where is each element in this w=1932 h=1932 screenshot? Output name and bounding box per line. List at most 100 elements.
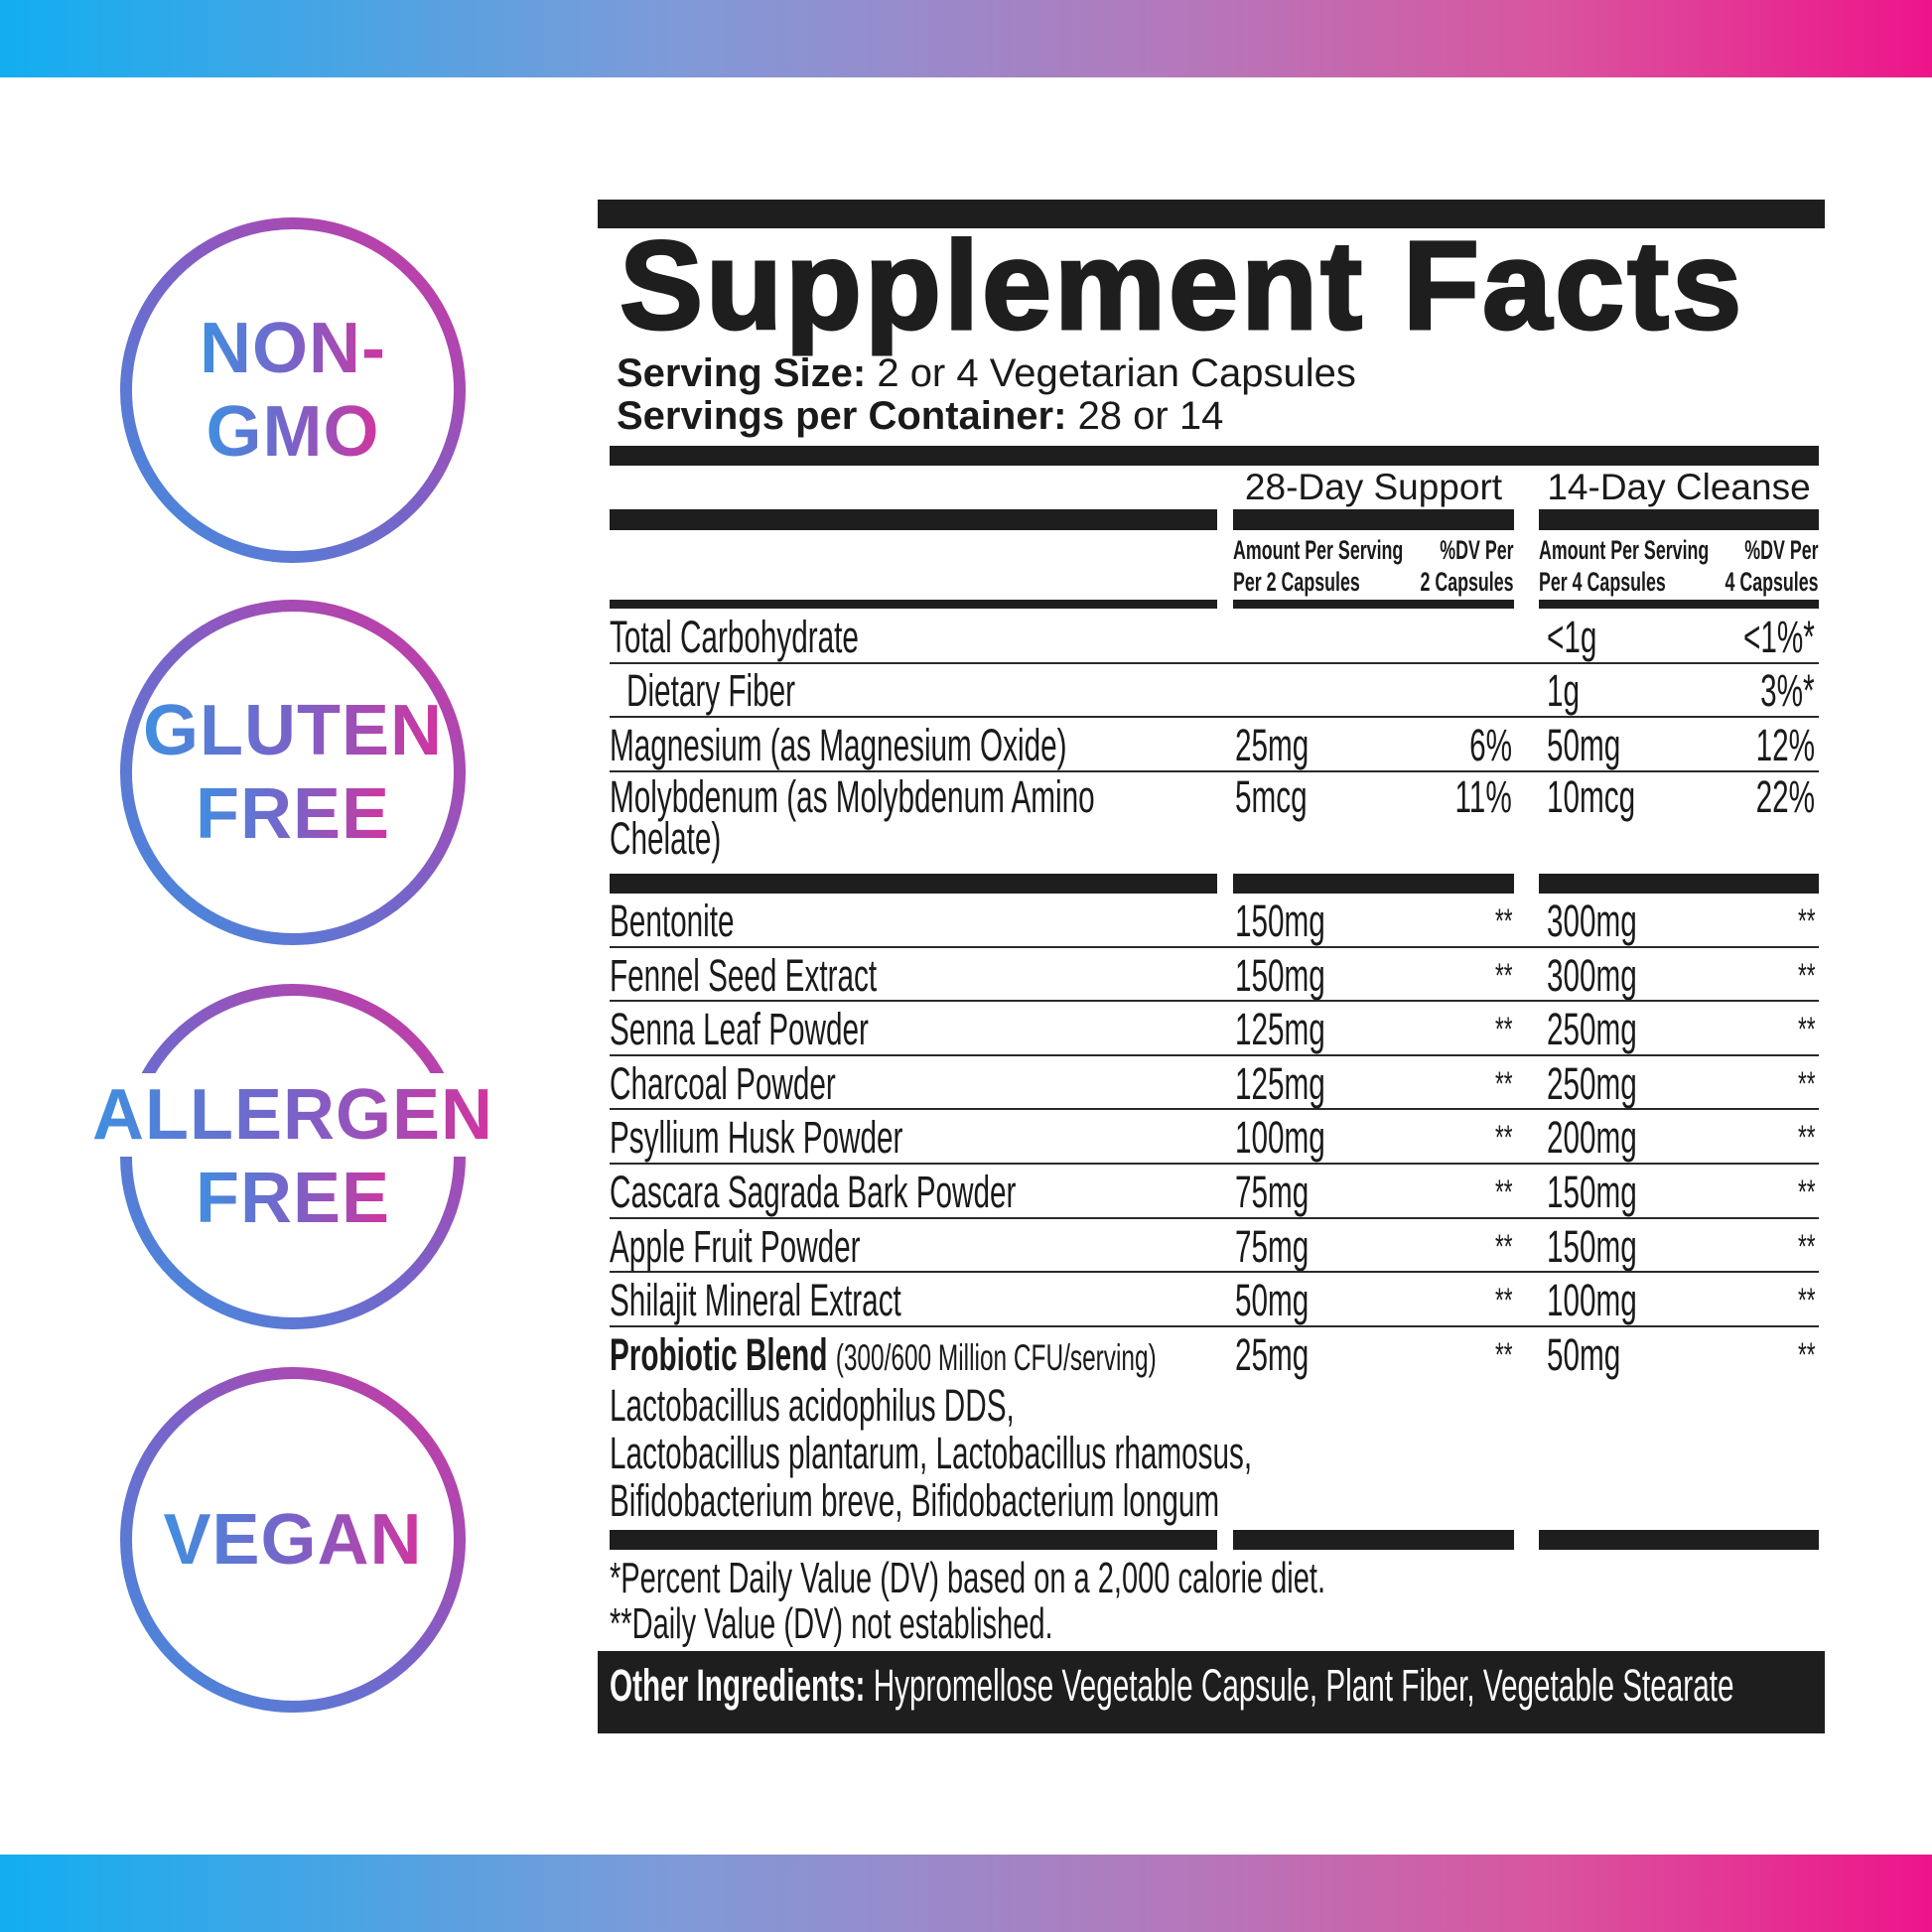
amount-14-day: 150mg: [1547, 1166, 1637, 1217]
badge-text: NON-: [200, 309, 386, 388]
amount-header-14: Amount Per Serving Per 4 Capsules: [1539, 535, 1710, 597]
amount-14-day: 300mg: [1547, 896, 1637, 946]
section-rule: [1233, 509, 1514, 530]
dv-14-day: 3%*: [1760, 665, 1815, 716]
dv-14-day: **: [1797, 1011, 1815, 1049]
section-rule: [1233, 600, 1514, 609]
dv-14-day: **: [1797, 1335, 1815, 1374]
amount-28-day: 100mg: [1235, 1112, 1325, 1164]
section-rule: [1539, 874, 1819, 894]
servings-per-container: Servings per Container: 28 or 14: [617, 394, 1223, 438]
ingredient-name: Fennel Seed Extract: [610, 949, 878, 1001]
amount-28-day: 125mg: [1235, 1004, 1325, 1055]
servings-value: 28 or 14: [1077, 394, 1224, 438]
table-row: Charcoal Powder 125mg ** 250mg **: [610, 1056, 1819, 1111]
table-row: Probiotic Blend (300/600 Million CFU/ser…: [610, 1327, 1819, 1383]
amount-14-day: 200mg: [1547, 1112, 1637, 1164]
section-rule: [1233, 1530, 1514, 1550]
ingredient-name: Charcoal Powder: [610, 1057, 836, 1109]
probiotic-detail: (300/600 Million CFU/serving): [835, 1336, 1157, 1378]
table-row: Psyllium Husk Powder 100mg ** 200mg **: [610, 1110, 1819, 1165]
dv-14-day: **: [1797, 1064, 1815, 1103]
badge-text: FREE: [191, 1157, 395, 1240]
other-ingredients-value: Hypromellose Vegetable Capsule, Plant Fi…: [873, 1660, 1734, 1711]
top-rule: [598, 200, 1825, 228]
section-rule: [610, 509, 1217, 530]
amount-14-day: 250mg: [1547, 1004, 1637, 1055]
badge-text: ALLERGEN: [88, 1073, 497, 1157]
amount-28-day: 5mcg: [1235, 771, 1308, 822]
badge: VEGAN: [109, 1356, 477, 1724]
table-row: Dietary Fiber 1g 3%*: [610, 664, 1819, 718]
dv-14-day: **: [1797, 902, 1815, 940]
section-rule: [1233, 874, 1514, 894]
dv-14-day: <1%*: [1743, 612, 1815, 662]
dv-28-day: 11%: [1454, 771, 1512, 822]
badge-text: VEGAN: [163, 1500, 423, 1580]
nutrient-rows: Total Carbohydrate <1g <1%* Dietary Fiber 1…: [610, 609, 1819, 874]
dv-14-day: 12%: [1755, 720, 1815, 770]
badge: ALLERGEN FREE: [88, 973, 497, 1340]
dv-14-day: 22%: [1755, 771, 1815, 822]
amount-28-day: 150mg: [1235, 896, 1325, 946]
amount-14-day: 150mg: [1547, 1220, 1637, 1272]
amount-28-day: 150mg: [1235, 949, 1325, 1001]
bottom-gradient-bar: [0, 1855, 1932, 1932]
amount-14-day: 10mcg: [1547, 771, 1636, 822]
dv-14-day: **: [1797, 1227, 1815, 1266]
ingredient-name: Magnesium (as Magnesium Oxide): [610, 720, 1067, 770]
dv-28-day: **: [1494, 1119, 1512, 1158]
strain-line: Lactobacillus acidophilus DDS,: [610, 1380, 1015, 1431]
dv-28-day: **: [1494, 1173, 1512, 1211]
amount-14-day: 250mg: [1547, 1057, 1637, 1109]
dv-28-day: **: [1494, 1011, 1512, 1049]
dv-14-day: **: [1797, 1282, 1815, 1320]
table-row: Bentonite 150mg ** 300mg **: [610, 894, 1819, 948]
badge-text: GMO: [206, 392, 380, 472]
dv-28-day: **: [1494, 1282, 1512, 1320]
dv-28-day: **: [1494, 956, 1512, 995]
serving-size: Serving Size: 2 or 4 Vegetarian Capsules: [617, 351, 1356, 395]
ingredient-name: Senna Leaf Powder: [610, 1004, 869, 1055]
dv-14-day: **: [1797, 1173, 1815, 1211]
serving-size-value: 2 or 4 Vegetarian Capsules: [877, 351, 1356, 395]
probiotic-strains: Lactobacillus acidophilus DDS, Lactobaci…: [610, 1382, 1584, 1525]
table-row: Molybdenum (as Molybdenum Amino Chelate)…: [610, 772, 1819, 874]
ingredient-name: Cascara Sagrada Bark Powder: [610, 1166, 1017, 1217]
dv-28-day: **: [1494, 1227, 1512, 1266]
ingredient-name: Molybdenum (as Molybdenum Amino Chelate): [610, 771, 1095, 864]
amount-14-day: 50mg: [1547, 1328, 1621, 1380]
table-row: Cascara Sagrada Bark Powder 75mg ** 150mg **: [610, 1165, 1819, 1219]
ingredient-name: Probiotic Blend (300/600 Million CFU/ser…: [610, 1327, 1205, 1386]
table-row: Total Carbohydrate <1g <1%*: [610, 609, 1819, 664]
circle-badge-icon: [120, 984, 466, 1329]
ingredient-name: Apple Fruit Powder: [610, 1220, 861, 1272]
top-gradient-bar: [0, 0, 1932, 77]
section-rule: [610, 600, 1217, 609]
table-row: Apple Fruit Powder 75mg ** 150mg **: [610, 1219, 1819, 1274]
amount-28-day: 75mg: [1235, 1166, 1310, 1217]
amount-14-day: 300mg: [1547, 949, 1637, 1001]
column-title-14-day: 14-Day Cleanse: [1547, 467, 1811, 507]
footnote-not-established: **Daily Value (DV) not established.: [610, 1599, 1053, 1648]
amount-14-day: 100mg: [1547, 1275, 1637, 1326]
amount-header-28: Amount Per Serving Per 2 Capsules: [1233, 535, 1404, 597]
ingredient-name: Shilajit Mineral Extract: [610, 1275, 901, 1326]
amount-14-day: <1g: [1547, 612, 1597, 662]
dv-header-28: %DV Per 2 Capsules: [1420, 535, 1514, 597]
badge-text: FREE: [195, 774, 391, 854]
probiotic-name: Probiotic Blend: [610, 1328, 828, 1380]
dv-28-day: 6%: [1469, 720, 1512, 770]
amount-28-day: 125mg: [1235, 1057, 1325, 1109]
circle-badge-icon: [120, 217, 466, 563]
table-row: Fennel Seed Extract 150mg ** 300mg **: [610, 948, 1819, 1003]
circle-badge-icon: [120, 1367, 466, 1713]
ingredient-name: Dietary Fiber: [626, 665, 796, 716]
servings-label: Servings per Container:: [617, 394, 1067, 438]
table-row: Magnesium (as Magnesium Oxide) 25mg 6% 50mg…: [610, 718, 1819, 772]
amount-28-day: 25mg: [1235, 720, 1310, 770]
section-rule: [1539, 1530, 1819, 1550]
badge: NON- GMO: [109, 207, 477, 574]
dv-28-day: **: [1494, 902, 1512, 940]
amount-14-day: 50mg: [1547, 720, 1621, 770]
